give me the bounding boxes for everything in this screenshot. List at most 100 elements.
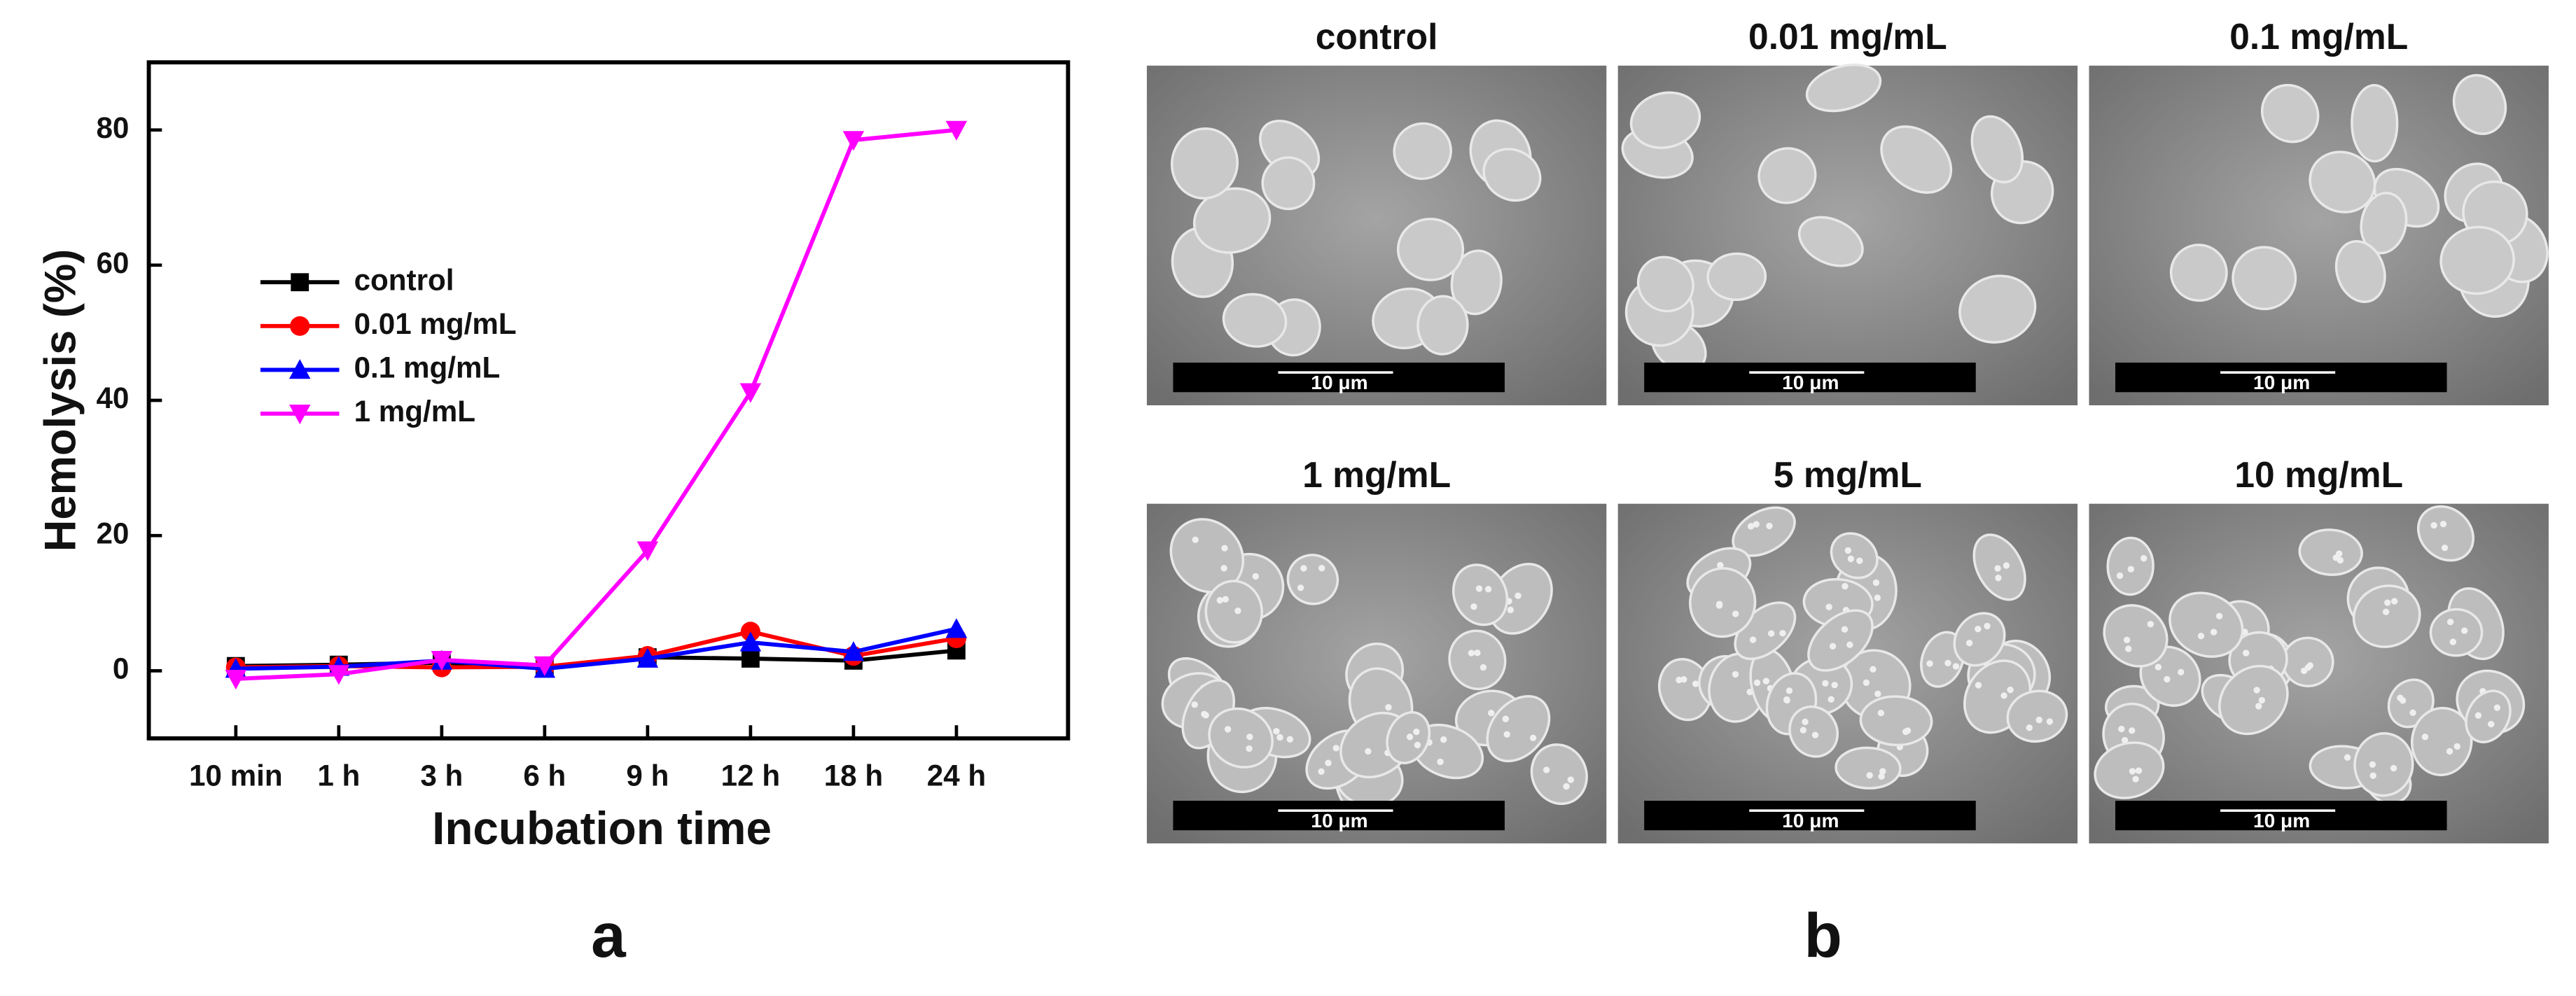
cell	[1880, 125, 1953, 194]
cell-spike	[1475, 585, 1483, 592]
cell	[1830, 532, 1879, 580]
cell	[2260, 83, 2320, 143]
marker	[534, 656, 556, 676]
cell-spike	[1413, 728, 1420, 736]
cell-spike	[2035, 716, 2042, 724]
legend-label: 1 mg/mL	[354, 395, 475, 428]
marker	[945, 618, 968, 638]
cell	[1788, 705, 1839, 758]
cell-spike	[2253, 687, 2260, 694]
cell-spike	[1878, 773, 1885, 780]
cell-spike	[1822, 680, 1829, 687]
cell-spike	[1926, 660, 1933, 667]
scale-bar-box	[2115, 363, 2447, 393]
marker	[842, 641, 865, 661]
cell-spike	[1192, 536, 1199, 543]
cell	[2416, 505, 2475, 562]
cell	[1261, 156, 1316, 211]
cell-spike	[1567, 776, 1574, 783]
cell-spike	[1273, 728, 1280, 735]
cell	[1450, 249, 1503, 316]
cell-spike	[1216, 597, 1223, 604]
panel-label: a	[591, 900, 627, 970]
cell-spike	[1768, 630, 1775, 637]
cell-spike	[2430, 521, 2437, 529]
x-tick-label: 3 h	[420, 759, 463, 792]
cell	[1970, 115, 2024, 184]
marker	[290, 316, 310, 336]
cell-spike	[2000, 692, 2007, 699]
x-tick-label: 12 h	[721, 759, 780, 792]
cell-spike	[2390, 764, 2397, 772]
cell-spike	[1318, 768, 1325, 776]
y-tick-label: 40	[96, 381, 129, 414]
legend-label: 0.1 mg/mL	[354, 351, 501, 384]
cell	[1757, 147, 1817, 204]
cell	[1286, 554, 1339, 605]
cell-spike	[1831, 681, 1838, 689]
cell-spike	[1994, 565, 2001, 572]
cell-spike	[2154, 664, 2162, 671]
cell-spike	[1732, 610, 1739, 617]
cell-spike	[1440, 736, 1447, 743]
micrograph-title: control	[1316, 16, 1438, 57]
cell-spike	[1276, 734, 1283, 741]
x-axis-label: Incubation time	[432, 803, 772, 854]
x-tick-label: 10 min	[189, 759, 283, 792]
cell-spike	[1863, 679, 1870, 687]
cell-spike	[2300, 667, 2308, 675]
cell-spike	[1995, 574, 2002, 582]
cell-spike	[1762, 678, 1770, 685]
micrograph-title: 1 mg/mL	[1302, 454, 1451, 495]
cell	[2452, 73, 2507, 135]
cell-spike	[1484, 586, 1492, 593]
cell-spike	[1747, 523, 1755, 530]
cell-spike	[1785, 687, 1793, 694]
cell-spike	[1829, 643, 1837, 650]
x-tick-label: 18 h	[824, 759, 883, 792]
cell	[1807, 609, 1874, 672]
cell-spike	[1300, 565, 1307, 572]
cell-spike	[2399, 697, 2407, 704]
cell-spike	[1847, 555, 1855, 563]
cell-spike	[1385, 703, 1392, 711]
cell-spike	[1802, 718, 1809, 725]
cell-spike	[1783, 696, 1790, 704]
cell	[2352, 584, 2421, 648]
cell-spike	[1332, 745, 1339, 752]
cell	[2309, 150, 2376, 213]
cell-spike	[2026, 724, 2033, 731]
cell-spike	[1246, 745, 1253, 752]
cell	[1629, 91, 1701, 149]
cell-spike	[1825, 603, 1832, 610]
x-tick-label: 6 h	[523, 759, 566, 792]
cell-spike	[2488, 720, 2495, 728]
cell-spike	[2129, 768, 2136, 775]
cell-spike	[1749, 636, 1757, 643]
marker	[225, 670, 247, 690]
cell-spike	[1866, 772, 1873, 779]
scale-bar-label: 10 μm	[2253, 810, 2310, 832]
cell	[1416, 295, 1469, 356]
cell-spike	[1846, 641, 1853, 648]
y-tick-label: 20	[96, 517, 129, 549]
cell-spike	[1515, 592, 1522, 599]
cell	[1530, 743, 1588, 806]
cell-spike	[1779, 630, 1786, 637]
micrograph: 10 μm	[1146, 503, 1607, 843]
cell-spike	[2197, 633, 2205, 640]
cell-spike	[1842, 582, 1849, 590]
marker	[288, 405, 311, 425]
cell-spike	[1944, 659, 1951, 666]
marker	[291, 273, 309, 292]
cell	[1451, 563, 1509, 626]
cell-spike	[2164, 675, 2171, 683]
cell	[2410, 706, 2473, 776]
cell-spike	[2258, 696, 2266, 704]
cell-spike	[1220, 565, 1227, 572]
cell-spike	[1692, 680, 1699, 687]
cell-spike	[2215, 612, 2223, 619]
cell	[1222, 293, 1288, 348]
cell-spike	[2242, 650, 2250, 657]
